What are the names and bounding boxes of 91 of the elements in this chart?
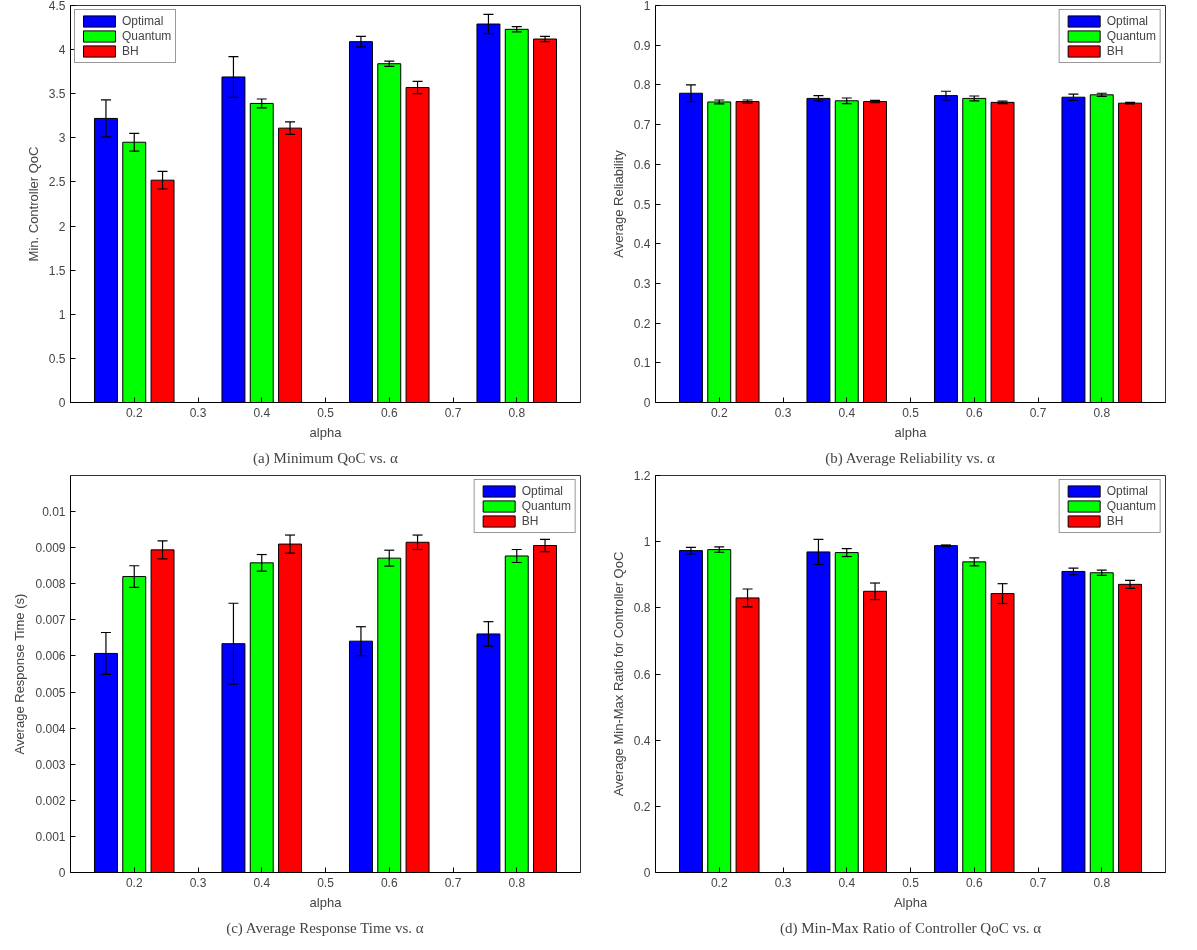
x-axis-title: alpha xyxy=(309,894,343,910)
x-tick-label: 0.2 xyxy=(710,405,728,420)
x-tick-label: 0.2 xyxy=(125,405,143,420)
y-tick-label: 1.2 xyxy=(633,469,651,483)
y-tick-label: 3.5 xyxy=(48,87,66,102)
x-tick-label: 0.6 xyxy=(380,875,398,890)
legend-label: Quantum xyxy=(521,499,571,513)
y-tick-label: 0 xyxy=(58,866,66,880)
y-tick-label: 0.6 xyxy=(633,667,651,682)
y-tick-label: 0.001 xyxy=(35,829,66,844)
y-tick-label: 1 xyxy=(643,0,651,13)
legend-label: Optimal xyxy=(521,484,563,498)
x-tick-label: 0.7 xyxy=(1029,875,1047,890)
y-tick-label: 1 xyxy=(643,535,651,550)
x-tick-label: 0.2 xyxy=(125,875,143,890)
y-axis-title: Min. Controller QoC xyxy=(25,146,41,262)
x-tick-label: 0.4 xyxy=(838,875,856,890)
x-tick-label: 0.8 xyxy=(1093,875,1111,890)
y-tick-label: 0.3 xyxy=(633,276,651,291)
legend-label: BH xyxy=(122,44,140,58)
x-tick-label: 0.4 xyxy=(253,405,271,420)
y-tick-label: 3 xyxy=(58,131,66,146)
text: (a) Minimum QoC vs. α xyxy=(253,449,399,467)
text: (d) Min-Max Ratio of Controller QoC vs. α xyxy=(779,919,1042,937)
x-tick-label: 0.8 xyxy=(1093,405,1111,420)
y-tick-label: 0.006 xyxy=(35,649,66,664)
y-tick-label: 0.007 xyxy=(35,613,66,628)
y-tick-label: 0.8 xyxy=(633,78,651,93)
x-axis-title: Alpha xyxy=(893,894,928,910)
y-tick-label: 0.6 xyxy=(633,157,651,172)
x-tick-label: 0.5 xyxy=(902,405,920,420)
y-tick-label: 0.4 xyxy=(633,733,651,748)
x-tick-label: 0.3 xyxy=(774,405,792,420)
y-tick-label: 0.002 xyxy=(35,793,66,808)
y-tick-label: 2.5 xyxy=(48,175,66,190)
y-tick-label: 2 xyxy=(58,219,66,234)
y-axis-title: Average Reliability xyxy=(610,149,626,258)
y-tick-label: 0.004 xyxy=(35,721,66,736)
x-axis-title: alpha xyxy=(894,424,928,440)
x-tick-label: 0.7 xyxy=(1029,405,1047,420)
y-axis-title: Average Response Time (s) xyxy=(12,593,28,755)
x-tick-label: 0.5 xyxy=(317,405,335,420)
y-tick-label: 0.8 xyxy=(633,601,651,616)
y-tick-label: 4.5 xyxy=(48,0,66,13)
y-tick-label: 0.1 xyxy=(633,356,651,371)
y-tick-label: 0.2 xyxy=(633,316,651,331)
x-tick-label: 0.6 xyxy=(965,875,983,890)
legend-label: BH xyxy=(1106,514,1125,528)
legend-label: BH xyxy=(521,514,540,528)
y-tick-label: 0.5 xyxy=(48,351,66,366)
x-tick-label: 0.8 xyxy=(508,405,526,420)
y-tick-label: 1.5 xyxy=(48,263,66,278)
y-tick-label: 0.01 xyxy=(42,505,66,520)
y-tick-label: 0.009 xyxy=(35,541,66,556)
x-tick-label: 0.6 xyxy=(380,405,398,420)
legend-label: Optimal xyxy=(1106,14,1148,28)
legend-label: Quantum xyxy=(1106,29,1156,43)
legend-label: Optimal xyxy=(122,14,164,28)
x-tick-label: 0.5 xyxy=(902,875,920,890)
y-axis-title: Average Min-Max Ratio for Controller QoC xyxy=(610,551,626,797)
y-tick-label: 0 xyxy=(643,396,651,410)
y-tick-label: 0.2 xyxy=(633,799,651,814)
legend-label: BH xyxy=(1106,44,1125,58)
y-tick-label: 0.4 xyxy=(633,237,651,252)
x-tick-label: 0.7 xyxy=(444,405,462,420)
y-tick-label: 0.005 xyxy=(35,685,66,700)
y-tick-label: 0.7 xyxy=(633,118,651,133)
x-tick-label: 0.3 xyxy=(774,875,792,890)
x-tick-label: 0.6 xyxy=(965,405,983,420)
x-tick-label: 0.5 xyxy=(317,875,335,890)
x-tick-label: 0.3 xyxy=(189,875,207,890)
x-tick-label: 0.3 xyxy=(189,405,207,420)
y-tick-label: 0.003 xyxy=(35,757,66,772)
y-tick-label: 4 xyxy=(58,43,66,58)
x-tick-label: 0.4 xyxy=(838,405,856,420)
x-axis-title: alpha xyxy=(309,424,343,440)
x-tick-label: 0.7 xyxy=(444,875,462,890)
y-tick-label: 0 xyxy=(643,866,651,880)
x-tick-label: 0.2 xyxy=(710,875,728,890)
legend-label: Quantum xyxy=(1106,499,1156,513)
y-tick-label: 0.9 xyxy=(633,38,651,53)
legend-label: Quantum xyxy=(122,29,172,43)
x-tick-label: 0.4 xyxy=(253,875,271,890)
y-tick-label: 0 xyxy=(58,396,66,410)
x-tick-label: 0.8 xyxy=(508,875,526,890)
y-tick-label: 0.5 xyxy=(633,197,651,212)
y-tick-label: 0.008 xyxy=(35,577,66,592)
legend-label: Optimal xyxy=(1106,484,1148,498)
y-tick-label: 1 xyxy=(58,307,66,322)
text: (c) Average Response Time vs. α xyxy=(226,919,424,937)
text: (b) Average Reliability vs. α xyxy=(825,449,996,467)
